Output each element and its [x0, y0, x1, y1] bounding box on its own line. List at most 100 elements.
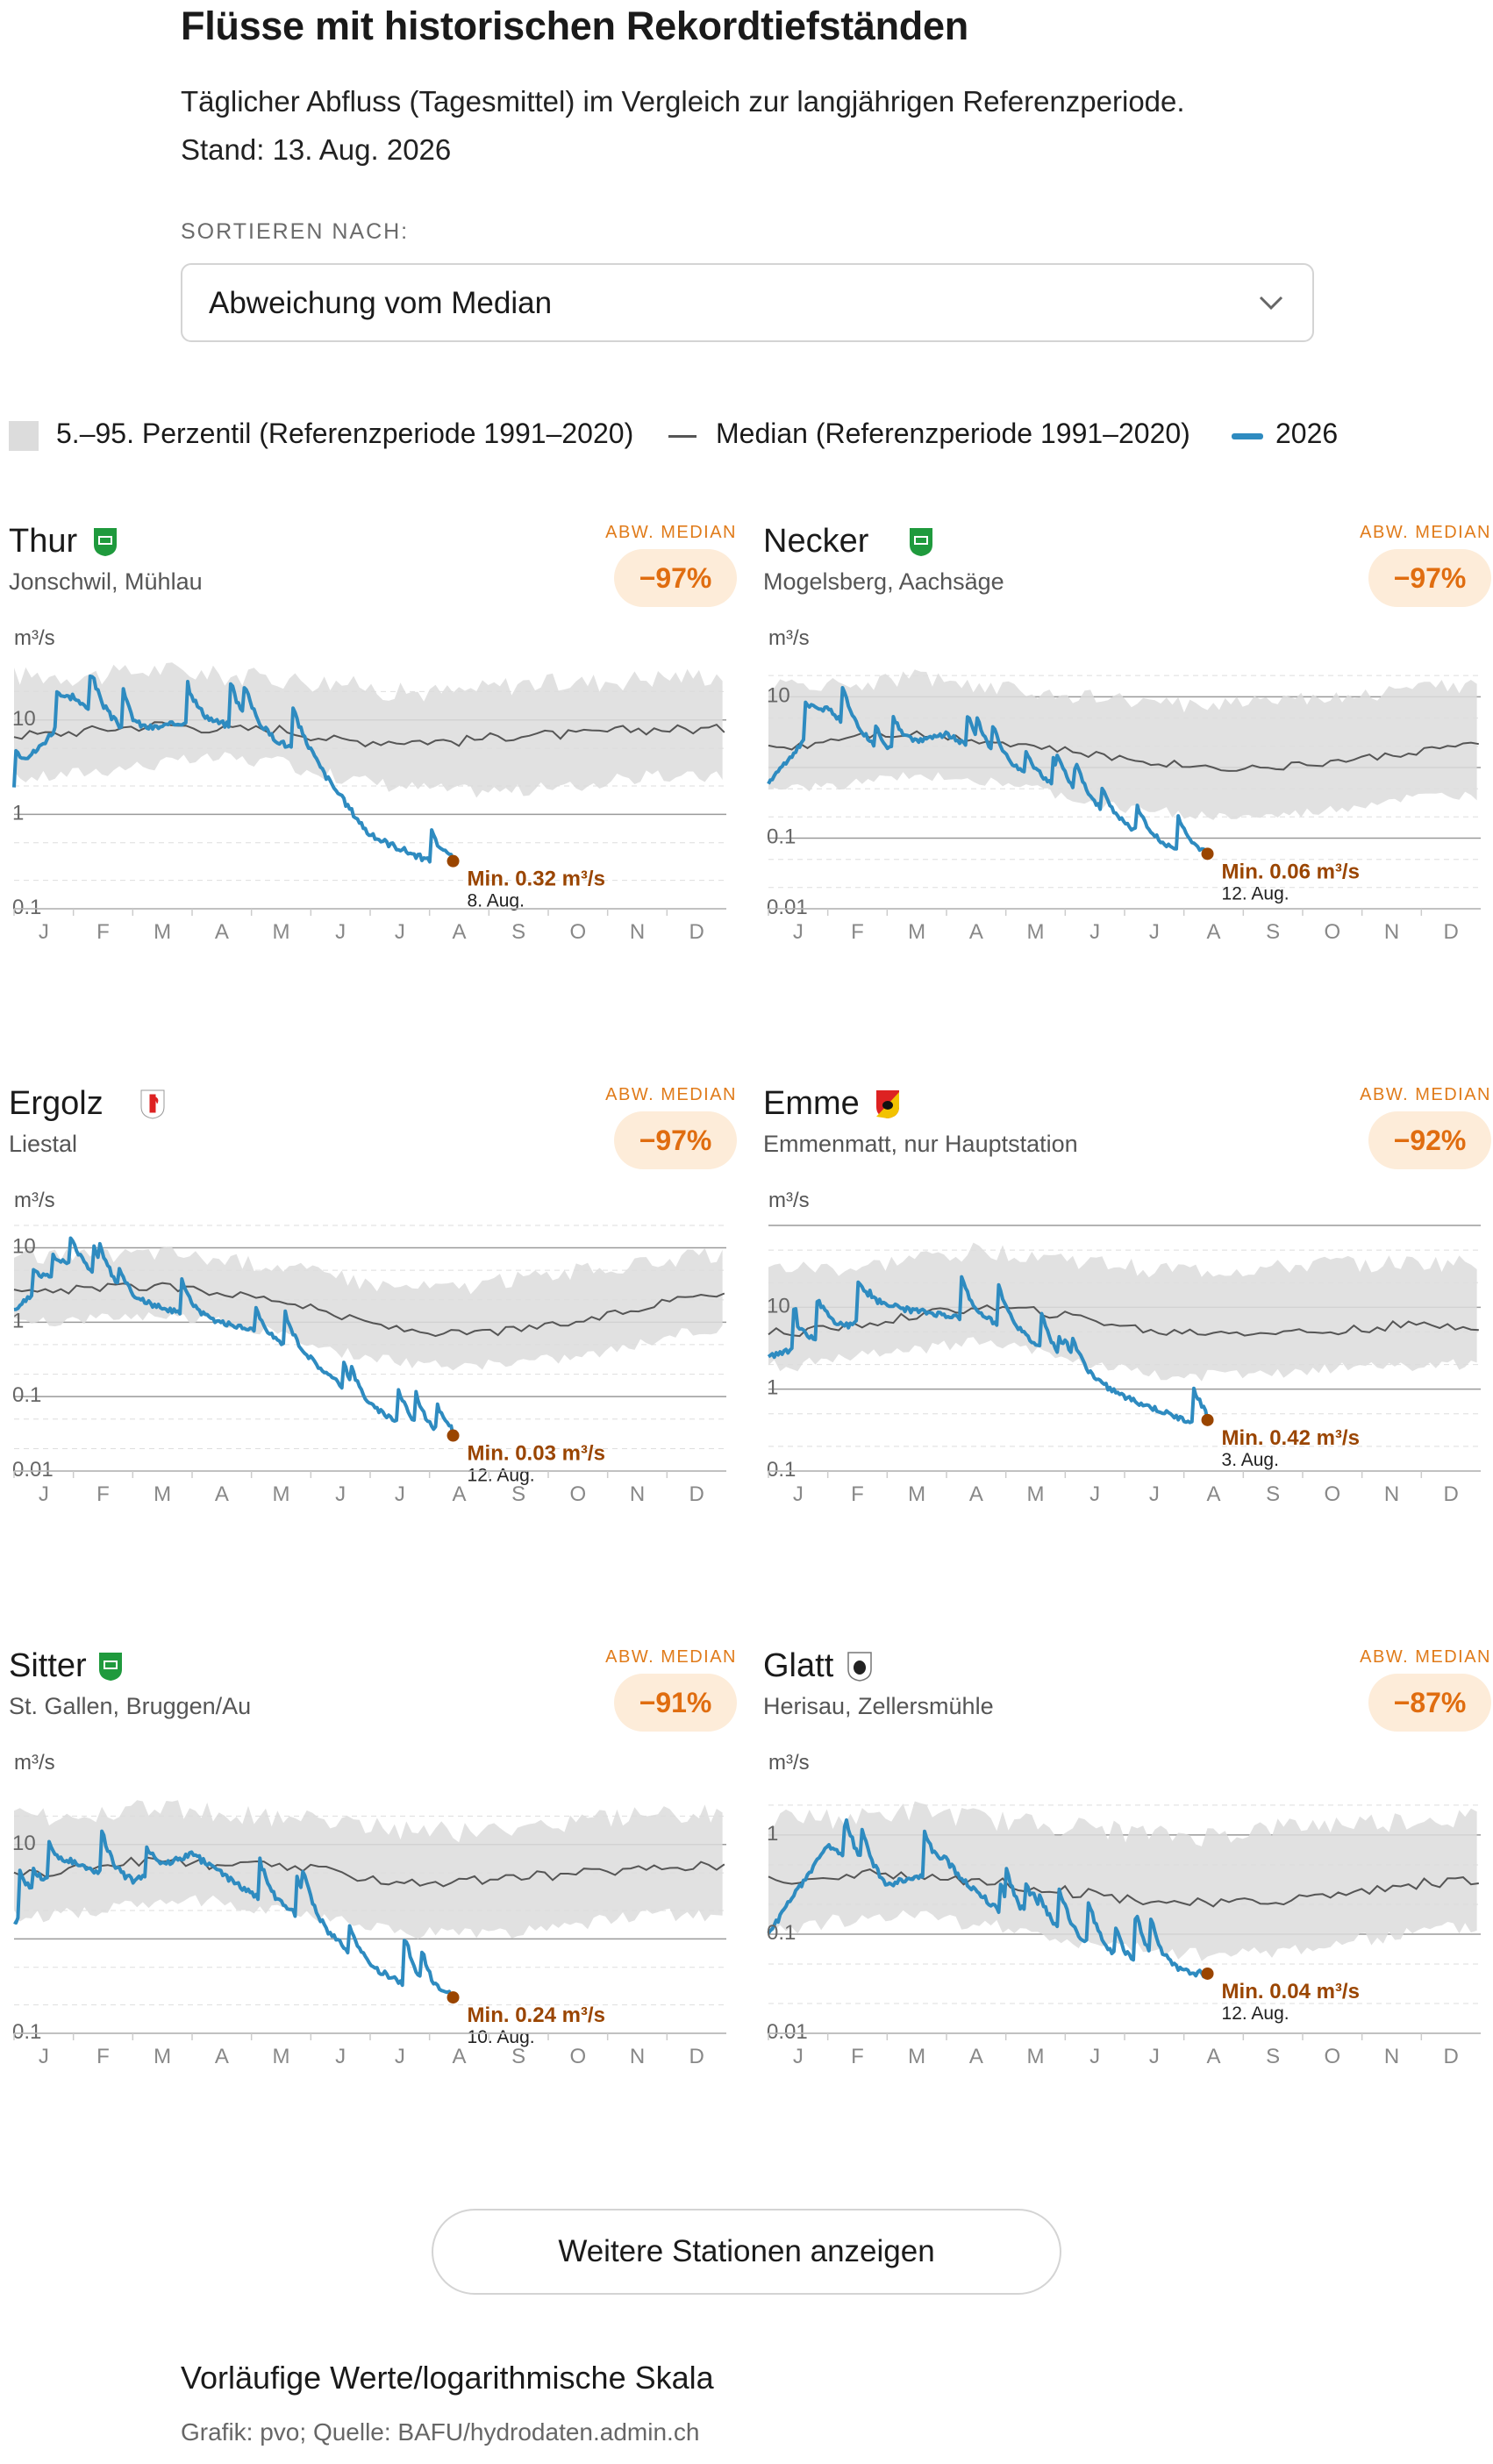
legend-band-label: 5.–95. Perzentil (Referenzperiode 1991–2… [56, 418, 634, 449]
x-tick-label: M [273, 1482, 290, 1506]
footnote: Vorläufige Werte/logarithmische Skala [181, 2360, 714, 2396]
y-tick-label: 0.1 [767, 1921, 796, 1945]
flow-chart: Min. 0.06 m³/s12. Aug. 0.01 0.1 10 J F M A M J J A S… [767, 669, 1481, 944]
station-name: Ergolz [9, 1085, 104, 1122]
x-tick-label: J [39, 920, 49, 944]
flow-chart: Min. 0.32 m³/s8. Aug. 0.1 1 10 J F M A M J J A S O N D [12, 662, 726, 944]
legend-median-swatch [668, 435, 696, 438]
x-tick-label: M [154, 920, 171, 944]
x-tick-label: N [1384, 920, 1399, 944]
series-2026-line [13, 1829, 454, 1999]
min-marker [446, 1991, 460, 2004]
station-panel-sitter: Sitter St. Gallen, Bruggen/Au ABW. MEDIAN −… [9, 1647, 737, 2191]
x-tick-label: A [1206, 2045, 1220, 2068]
deviation-badge: −97% [614, 1111, 737, 1169]
unit-label: m³/s [14, 1751, 55, 1775]
x-tick-label: A [215, 2045, 229, 2068]
unit-label: m³/s [14, 626, 55, 650]
y-tick-label: 10 [767, 683, 790, 707]
flow-chart: Min. 0.42 m³/s3. Aug. 0.1 1 10 J F M A M J J A S O N D [767, 1225, 1481, 1506]
y-tick-label: 1 [767, 1822, 778, 1846]
x-tick-label: J [1089, 920, 1100, 944]
x-tick-label: A [215, 1482, 229, 1506]
x-tick-label: J [1089, 2045, 1100, 2068]
page-title: Flüsse mit historischen Rekordtiefstände… [181, 4, 968, 48]
deviation-badge: −97% [614, 549, 737, 607]
deviation-label: ABW. MEDIAN [605, 1085, 737, 1104]
series-2026-line [13, 1236, 455, 1436]
appenzell-ausserrhoden-flag-icon [847, 1652, 872, 1682]
chevron-down-icon [1259, 296, 1283, 311]
y-tick-label: 0.01 [767, 2020, 808, 2044]
st-gallen-flag-icon [909, 527, 933, 557]
deviation-badge: −87% [1368, 1674, 1491, 1732]
x-tick-label: M [908, 2045, 925, 2068]
station-name: Glatt [763, 1647, 834, 1684]
station-panel-emme: Emme Emmenmatt, nur Hauptstation ABW. MEDI… [763, 1085, 1491, 1629]
station-location: St. Gallen, Bruggen/Au [9, 1693, 252, 1719]
st-gallen-flag-icon [98, 1652, 123, 1682]
min-value-label: Min. 0.32 m³/s [468, 868, 605, 891]
x-tick-label: M [1027, 920, 1045, 944]
stand-date: Stand: 13. Aug. 2026 [181, 133, 452, 166]
x-tick-label: J [39, 1482, 49, 1506]
x-tick-label: N [630, 920, 645, 944]
x-tick-label: J [335, 2045, 346, 2068]
x-tick-label: S [511, 2045, 525, 2068]
x-tick-label: D [1443, 2045, 1458, 2068]
percentile-band [14, 662, 723, 798]
deviation-badge: −91% [614, 1674, 737, 1732]
deviation-label: ABW. MEDIAN [605, 1647, 737, 1667]
x-tick-label: J [1149, 2045, 1160, 2068]
sort-label: SORTIEREN NACH: [181, 219, 410, 244]
x-tick-label: A [1206, 920, 1220, 944]
x-tick-label: N [1384, 1482, 1399, 1506]
min-value-label: Min. 0.42 m³/s [1222, 1426, 1360, 1450]
y-tick-label: 10 [12, 1832, 36, 1855]
min-value-label: Min. 0.04 m³/s [1222, 1980, 1360, 2003]
legend-band-swatch [9, 421, 39, 451]
station-panel-glatt: Glatt Herisau, Zellersmühle ABW. MEDIAN −87… [763, 1647, 1491, 2191]
min-value-label: Min. 0.03 m³/s [468, 1442, 605, 1466]
station-panel-thur: Thur Jonschwil, Mühlau ABW. MEDIAN −97% m³/s… [9, 523, 737, 1067]
x-tick-label: A [452, 2045, 466, 2068]
x-tick-label: A [215, 920, 229, 944]
percentile-band [768, 1242, 1477, 1382]
sort-select[interactable]: Abweichung vom Median [181, 263, 1314, 342]
station-panel-necker: Necker Mogelsberg, Aachsäge ABW. MEDIAN −97… [763, 523, 1491, 1067]
station-panel-ergolz: Ergolz Liestal ABW. MEDIAN −97% m³/s Min. 0.0… [9, 1085, 737, 1629]
percentile-band [768, 669, 1477, 820]
source-credit: Grafik: pvo; Quelle: BAFU/hydrodaten.adm… [181, 2418, 700, 2446]
more-stations-button[interactable]: Weitere Stationen anzeigen [432, 2209, 1061, 2295]
y-tick-label: 0.1 [12, 896, 41, 919]
x-tick-label: S [1266, 2045, 1280, 2068]
x-tick-label: F [851, 2045, 864, 2068]
x-tick-label: F [96, 920, 110, 944]
x-tick-label: M [154, 1482, 171, 1506]
x-tick-label: O [1324, 2045, 1340, 2068]
y-tick-label: 10 [12, 1235, 36, 1259]
station-name: Sitter [9, 1647, 87, 1684]
x-tick-label: D [689, 2045, 704, 2068]
station-location: Liestal [9, 1131, 78, 1157]
median-line [13, 1282, 725, 1338]
x-tick-label: S [1266, 920, 1280, 944]
st-gallen-flag-icon [93, 527, 118, 557]
deviation-label: ABW. MEDIAN [1360, 1085, 1491, 1104]
y-tick-label: 0.01 [767, 896, 808, 919]
x-tick-label: M [1027, 2045, 1045, 2068]
x-tick-label: A [1206, 1482, 1220, 1506]
min-marker [1201, 1413, 1214, 1426]
x-tick-label: D [689, 920, 704, 944]
sort-selected-value: Abweichung vom Median [209, 286, 553, 320]
x-tick-label: J [335, 1482, 346, 1506]
station-location: Mogelsberg, Aachsäge [763, 568, 1004, 595]
x-tick-label: D [1443, 1482, 1458, 1506]
legend-median-label: Median (Referenzperiode 1991–2020) [716, 418, 1190, 449]
min-date-label: 10. Aug. [468, 2027, 535, 2047]
y-tick-label: 10 [767, 1294, 790, 1318]
x-tick-label: A [969, 920, 983, 944]
x-tick-label: J [335, 920, 346, 944]
min-marker [1201, 1967, 1214, 1980]
